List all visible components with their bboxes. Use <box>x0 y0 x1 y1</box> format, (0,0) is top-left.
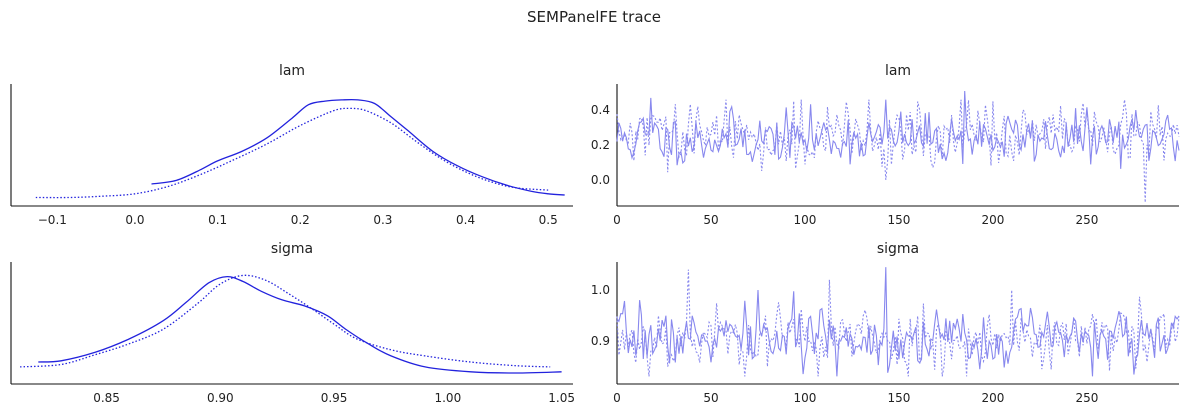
lam-trace-x-tick-label: 0 <box>613 213 621 227</box>
sigma-trace-series-chain-1 <box>616 267 1180 377</box>
lam-density-x-tick-label: 0.4 <box>456 213 475 227</box>
sigma-trace-x-tick-label: 250 <box>1075 391 1098 405</box>
lam-trace-series-chain-2 <box>616 99 1180 203</box>
sigma-trace-series-chain-2 <box>616 269 1180 377</box>
sigma-trace-x-tick-label: 100 <box>794 391 817 405</box>
sigma-trace-y-tick-label: 0.9 <box>591 334 610 348</box>
lam-trace-x-tick-label: 200 <box>981 213 1004 227</box>
lam-density-x-tick-label: 0.3 <box>373 213 392 227</box>
lam-trace-x-tick-label: 250 <box>1075 213 1098 227</box>
lam-density-series-chain-1 <box>151 98 565 196</box>
sigma-density-title: sigma <box>271 241 313 257</box>
sigma-trace-x-tick-label: 50 <box>703 391 718 405</box>
lam-density-x-tick-label: 0.0 <box>125 213 144 227</box>
lam-density-x-tick-label: 0.5 <box>539 213 558 227</box>
lam-trace-y-tick-label: 0.0 <box>591 173 610 187</box>
sigma-density-x-tick-label: 0.95 <box>321 391 348 405</box>
sigma-density-series-chain-1 <box>38 275 562 374</box>
lam-trace-series-chain-1 <box>616 90 1180 169</box>
lam-trace-panel: lam 0 50 100 150 200 250 0.0 0.2 0.4 <box>591 63 1180 227</box>
sigma-density-x-tick-label: 0.90 <box>207 391 234 405</box>
lam-trace-y-tick-label: 0.2 <box>591 138 610 152</box>
sigma-density-x-tick-label: 1.00 <box>434 391 461 405</box>
sigma-density-x-tick-label: 0.85 <box>93 391 120 405</box>
lam-density-title: lam <box>279 63 305 79</box>
lam-trace-x-tick-label: 50 <box>703 213 718 227</box>
sigma-density-panel: sigma 0.85 0.90 0.95 1.00 1.05 <box>10 241 575 405</box>
sigma-trace-x-tick-label: 200 <box>981 391 1004 405</box>
lam-trace-x-tick-label: 150 <box>887 213 910 227</box>
lam-trace-y-tick-label: 0.4 <box>591 103 610 117</box>
sigma-trace-panel: sigma 0 50 100 150 200 250 0.9 1.0 <box>591 241 1180 405</box>
sigma-trace-y-tick-label: 1.0 <box>591 283 610 297</box>
lam-density-panel: lam −0.1 0.0 0.1 0.2 0.3 0.4 0.5 <box>10 63 573 227</box>
lam-trace-title: lam <box>885 63 911 79</box>
sigma-trace-x-tick-label: 150 <box>887 391 910 405</box>
lam-trace-x-tick-label: 100 <box>794 213 817 227</box>
sigma-density-x-tick-label: 1.05 <box>548 391 575 405</box>
sigma-density-series-chain-2 <box>20 274 551 368</box>
sigma-trace-x-tick-label: 0 <box>613 391 621 405</box>
lam-density-x-tick-label: 0.1 <box>208 213 227 227</box>
figure-title: SEMPanelFE trace <box>527 8 661 26</box>
lam-density-x-tick-label: 0.2 <box>291 213 310 227</box>
lam-density-series-chain-2 <box>35 107 549 199</box>
sigma-trace-title: sigma <box>877 241 919 257</box>
lam-density-x-tick-label: −0.1 <box>38 213 67 227</box>
